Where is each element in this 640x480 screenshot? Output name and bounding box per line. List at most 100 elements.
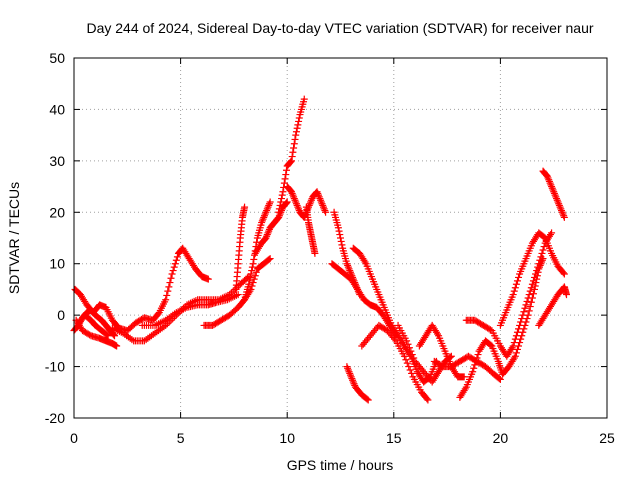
data-point <box>263 232 271 240</box>
data-point <box>558 207 566 215</box>
data-point <box>559 269 567 277</box>
y-tick-label: 20 <box>49 204 65 220</box>
data-point <box>349 275 357 283</box>
data-point <box>295 114 303 122</box>
data-point <box>539 246 547 254</box>
data-point <box>290 195 298 203</box>
data-point <box>168 270 176 278</box>
data-point <box>350 277 358 285</box>
data-point <box>291 196 299 204</box>
data-point <box>304 205 312 213</box>
data-point <box>336 231 344 239</box>
data-point <box>351 280 359 288</box>
data-point <box>509 291 517 299</box>
data-point <box>536 256 544 264</box>
data-point <box>291 135 299 143</box>
data-point <box>354 287 362 295</box>
series-arc-q <box>349 244 440 386</box>
data-point <box>276 210 284 218</box>
data-point <box>104 332 112 340</box>
data-point <box>461 385 469 393</box>
data-point <box>346 371 354 379</box>
data-point <box>517 318 525 326</box>
data-point <box>279 188 287 196</box>
data-point <box>349 273 357 281</box>
data-point <box>266 255 274 263</box>
data-point <box>275 208 283 216</box>
data-point <box>402 356 410 364</box>
data-point <box>560 270 568 278</box>
data-point <box>557 205 565 213</box>
data-point <box>292 128 300 136</box>
data-point <box>524 294 532 302</box>
data-point <box>519 311 527 319</box>
y-tick-label: 0 <box>57 307 65 323</box>
data-point <box>314 189 322 197</box>
y-tick-label: 10 <box>49 256 65 272</box>
data-point <box>248 267 256 275</box>
data-point <box>520 308 528 316</box>
data-point <box>265 200 273 208</box>
data-point <box>555 200 563 208</box>
data-point <box>167 274 175 282</box>
data-point <box>348 375 356 383</box>
data-point <box>540 243 548 251</box>
data-point <box>510 287 518 295</box>
data-point <box>292 198 300 206</box>
data-point <box>460 373 468 381</box>
data-points <box>70 95 570 404</box>
data-point <box>513 328 521 336</box>
y-tick-label: -20 <box>45 410 65 426</box>
data-point <box>347 270 355 278</box>
series-arc-w <box>462 229 556 360</box>
data-point <box>555 201 563 209</box>
data-point <box>258 217 266 225</box>
data-point <box>334 224 342 232</box>
data-point <box>320 205 328 213</box>
data-point <box>544 174 552 182</box>
y-axis-label: SDTVAR / TECUs <box>6 182 22 294</box>
data-point <box>282 200 290 208</box>
y-tick-label: 30 <box>49 153 65 169</box>
data-point <box>290 193 298 201</box>
data-point <box>349 378 357 386</box>
data-point <box>245 280 253 288</box>
data-point <box>345 368 353 376</box>
data-point <box>263 231 271 239</box>
data-point <box>513 277 521 285</box>
data-point <box>538 249 546 257</box>
data-point <box>259 215 267 223</box>
data-point <box>283 198 291 206</box>
data-point <box>165 283 173 291</box>
data-point <box>407 347 415 355</box>
data-point <box>510 354 518 362</box>
series-arc-o <box>330 208 364 299</box>
data-point <box>260 213 268 221</box>
data-point <box>247 270 255 278</box>
data-point <box>511 352 519 360</box>
grid-lines <box>74 58 607 418</box>
x-tick-label: 10 <box>279 430 295 446</box>
data-point <box>403 359 411 367</box>
data-point <box>545 176 553 184</box>
data-point <box>275 212 283 220</box>
data-point <box>344 261 352 269</box>
data-point <box>241 203 249 211</box>
data-point <box>346 369 354 377</box>
x-tick-label: 20 <box>493 430 509 446</box>
data-point <box>252 268 260 276</box>
data-point <box>533 267 541 275</box>
data-point <box>554 198 562 206</box>
data-point <box>474 351 482 359</box>
series-arc-k <box>275 95 308 216</box>
data-point <box>355 289 363 297</box>
data-point <box>521 304 529 312</box>
data-point <box>548 184 556 192</box>
data-point <box>316 195 324 203</box>
data-point <box>276 201 284 209</box>
data-point <box>512 332 520 340</box>
data-point <box>553 196 561 204</box>
data-point <box>335 227 343 235</box>
data-point <box>391 335 399 343</box>
data-point <box>526 287 534 295</box>
